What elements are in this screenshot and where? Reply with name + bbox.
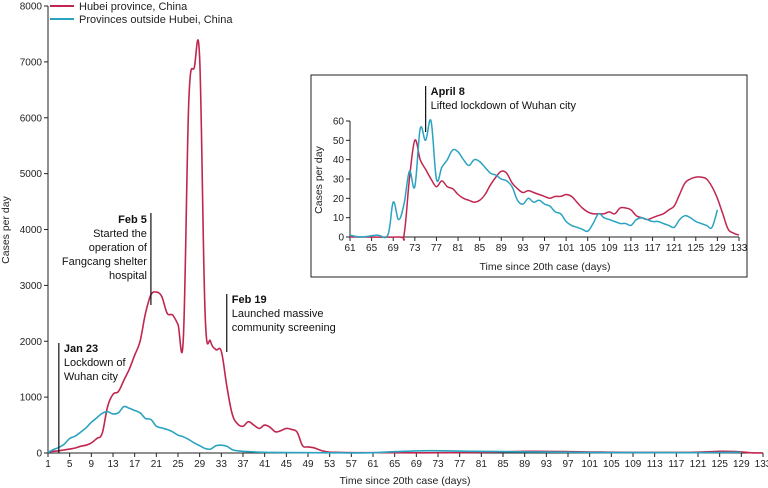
- inset-x-tick-label: 105: [579, 243, 596, 254]
- inset-x-tick-label: 125: [687, 243, 704, 254]
- main-x-tick-label: 25: [172, 459, 184, 470]
- main-x-tick-label: 109: [625, 459, 642, 470]
- main-annotation-title: Jan 23: [64, 343, 98, 355]
- main-x-tick-label: 81: [476, 459, 488, 470]
- main-x-tick-label: 89: [519, 459, 531, 470]
- main-x-tick-label: 133: [755, 459, 768, 470]
- main-y-tick-label: 5000: [20, 169, 43, 180]
- inset-x-tick-label: 109: [601, 243, 618, 254]
- main-annotation-title: Feb 5: [118, 214, 147, 226]
- inset-x-tick-label: 97: [539, 243, 551, 254]
- inset-series-line-hubei: [349, 139, 740, 241]
- legend-label-hubei: Hubei province, China: [79, 1, 188, 13]
- inset-y-tick-label: 10: [333, 213, 345, 224]
- main-annotation-text: operation of: [89, 242, 148, 254]
- legend: Hubei province, China Provinces outside …: [50, 1, 233, 26]
- inset-x-tick-label: 89: [496, 243, 508, 254]
- main-x-tick-label: 21: [151, 459, 163, 470]
- main-x-tick-label: 77: [454, 459, 466, 470]
- main-x-tick-label: 69: [411, 459, 423, 470]
- main-x-tick-label: 53: [324, 459, 336, 470]
- main-x-tick-label: 93: [541, 459, 553, 470]
- main-y-tick-label: 2000: [20, 337, 43, 348]
- inset-x-tick-label: 133: [731, 243, 748, 254]
- inset-y-tick-label: 30: [333, 175, 345, 186]
- inset-x-tick-label: 101: [558, 243, 575, 254]
- main-y-tick-label: 8000: [20, 2, 43, 13]
- main-x-tick-label: 85: [497, 459, 509, 470]
- inset-y-tick-label: 50: [333, 136, 345, 147]
- inset-y-tick-label: 0: [338, 233, 344, 244]
- main-x-tick-label: 113: [647, 459, 663, 470]
- main-x-tick-label: 105: [603, 459, 620, 470]
- main-annotation-text: Lockdown of: [64, 357, 127, 369]
- plot-marks: 0 1000 2000 3000 4000 5000 6000 7000 8000 1 5 9 13 17…: [20, 2, 768, 471]
- inset-x-tick-label: 65: [366, 243, 378, 254]
- inset-x-tick-label: 117: [645, 243, 661, 254]
- main-x-tick-label: 129: [733, 459, 750, 470]
- inset-x-tick-label: 121: [666, 243, 683, 254]
- main-x-tick-label: 65: [389, 459, 401, 470]
- inset-y-tick-label: 60: [333, 117, 345, 128]
- main-x-tick-label: 1: [45, 459, 51, 470]
- main-x-tick-label: 61: [367, 459, 379, 470]
- main-annotation-text: Wuhan city: [64, 371, 119, 383]
- main-x-tick-label: 97: [562, 459, 574, 470]
- main-x-tick-label: 37: [237, 459, 249, 470]
- main-y-tick-label: 6000: [20, 113, 43, 124]
- main-y-tick-label: 0: [36, 449, 42, 460]
- main-x-tick-label: 9: [89, 459, 95, 470]
- inset-x-tick-label: 93: [517, 243, 529, 254]
- main-x-tick-label: 57: [346, 459, 358, 470]
- main-y-tick-label: 1000: [20, 393, 43, 404]
- inset-x-tick-label: 85: [474, 243, 486, 254]
- main-y-tick-label: 7000: [20, 57, 43, 68]
- inset-x-tick-label: 61: [344, 243, 356, 254]
- main-x-tick-label: 117: [668, 459, 684, 470]
- main-annotation-text: Launched massive: [232, 308, 324, 320]
- inset-y-axis-label: Cases per day: [313, 145, 325, 213]
- inset-x-tick-label: 73: [409, 243, 421, 254]
- main-x-tick-label: 45: [281, 459, 293, 470]
- main-x-tick-label: 121: [690, 459, 707, 470]
- main-y-tick-label: 4000: [20, 225, 43, 236]
- inset-x-tick-label: 129: [709, 243, 726, 254]
- main-y-tick-label: 3000: [20, 281, 43, 292]
- main-x-tick-label: 29: [194, 459, 206, 470]
- main-x-tick-label: 17: [129, 459, 141, 470]
- inset-annotation-title: April 8: [431, 86, 465, 98]
- inset-x-tick-label: 113: [623, 243, 639, 254]
- main-annotation-text: community screening: [232, 322, 336, 334]
- inset-series-line-outside: [349, 119, 719, 239]
- inset-y-tick-label: 40: [333, 155, 345, 166]
- main-y-axis-label: Cases per day: [0, 195, 12, 263]
- main-x-tick-label: 125: [711, 459, 728, 470]
- inset-x-tick-label: 69: [388, 243, 400, 254]
- main-annotation-text: Started the: [93, 228, 147, 240]
- main-x-tick-label: 101: [581, 459, 598, 470]
- main-x-tick-label: 13: [107, 459, 119, 470]
- inset-x-tick-label: 81: [452, 243, 464, 254]
- main-x-tick-label: 5: [67, 459, 73, 470]
- main-x-tick-label: 33: [216, 459, 228, 470]
- main-series-line-outside: [47, 405, 742, 454]
- main-x-tick-label: 73: [432, 459, 444, 470]
- main-x-axis-label: Time since 20th case (days): [340, 475, 471, 487]
- inset-y-tick-label: 20: [333, 194, 345, 205]
- main-x-tick-label: 41: [259, 459, 271, 470]
- inset-frame: [310, 74, 748, 278]
- inset-annotation-text: Lifted lockdown of Wuhan city: [431, 100, 577, 112]
- inset-x-tick-label: 77: [431, 243, 443, 254]
- main-annotation-text: hospital: [109, 270, 147, 282]
- inset-x-axis-label: Time since 20th case (days): [480, 261, 611, 273]
- main-x-tick-label: 49: [302, 459, 314, 470]
- main-annotation-title: Feb 19: [232, 294, 267, 306]
- main-annotation-text: Fangcang shelter: [62, 256, 147, 268]
- legend-label-outside: Provinces outside Hubei, China: [79, 14, 233, 26]
